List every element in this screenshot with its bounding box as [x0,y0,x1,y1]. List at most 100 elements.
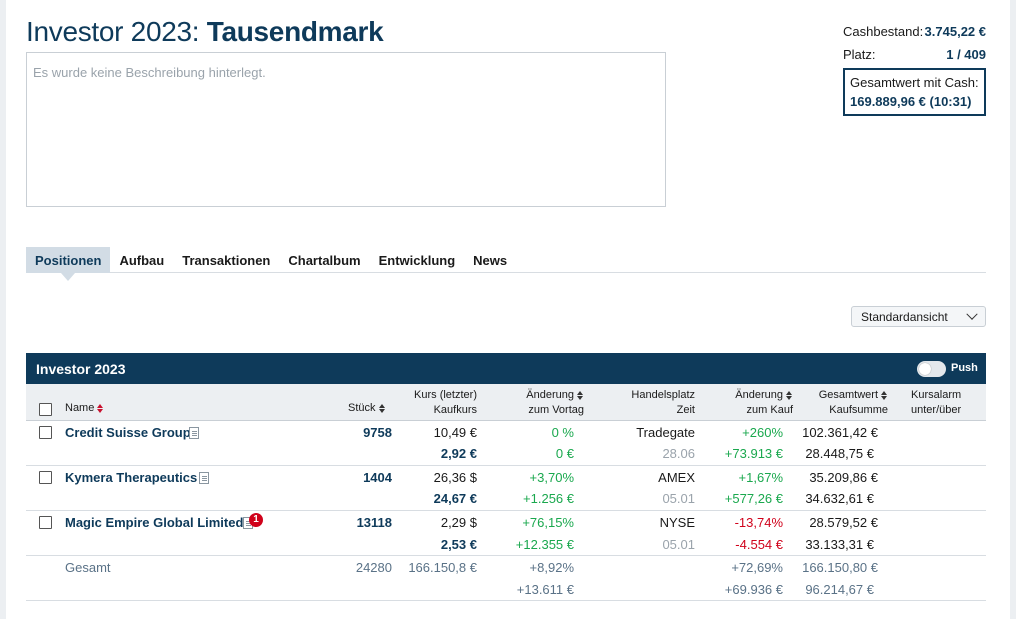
quantity: 9758 [363,425,392,440]
quantity: 13118 [356,515,392,530]
current-price: 26,36 $ [433,470,477,485]
position-name[interactable]: Magic Empire Global Limited [65,515,244,530]
total-value: 169.889,96 € (10:31) [850,94,972,109]
col-total-label-2: Kaufsumme [829,404,888,416]
change-buy-abs: -4.554 € [735,537,783,552]
summary-change-day-abs: +13.611 € [516,582,574,597]
tab-transaktionen[interactable]: Transaktionen [182,253,271,268]
note-icon[interactable] [189,427,199,439]
col-price-label-1: Kurs (letzter) [414,389,477,401]
row-divider [26,510,986,511]
col-change-day-label-2: zum Vortag [528,404,584,416]
summary-change-buy-percent: +72,69% [731,560,783,575]
summary-change-day-percent: +8,92% [529,560,574,575]
col-venue-header: Handelsplatz Zeit [631,388,695,418]
col-price-label-2: Kaufkurs [433,404,477,416]
venue: AMEX [658,470,695,485]
col-change-buy-header[interactable]: Änderung zum Kauf [735,388,793,418]
summary-price: 166.150,8 € [408,560,477,575]
col-change-day-label-1: Änderung [526,389,574,401]
portfolio-panel-header: Investor 2023 Push [26,353,986,384]
position-name[interactable]: Kymera Therapeutics [65,470,198,485]
tab-bar: Positionen Aufbau Transaktionen Chartalb… [26,247,986,281]
col-total-label-1: Gesamtwert [818,389,878,401]
buy-sum: 34.632,61 € [805,491,874,506]
tab-news[interactable]: News [473,253,508,268]
sort-icon [378,403,386,413]
col-qty-header[interactable]: Stück [348,401,386,416]
col-name-header[interactable]: Name [65,401,104,416]
venue: Tradegate [636,425,695,440]
total-value-box: Gesamtwert mit Cash: 169.889,96 € (10:31… [843,68,986,116]
col-total-header[interactable]: Gesamtwert Kaufsumme [819,388,888,418]
venue: NYSE [659,515,695,530]
total-value: 35.209,86 € [809,470,878,485]
sort-icon [786,390,793,400]
col-qty-label: Stück [348,402,376,414]
change-day-percent: +3,70% [529,470,574,485]
buy-sum: 33.133,31 € [805,537,874,552]
change-day-percent: +76,15% [522,515,574,530]
sort-icon [577,390,584,400]
total-value: 28.579,52 € [809,515,878,530]
page-left-border [0,0,6,619]
rank-row: Platz: 1 / 409 [843,43,986,66]
tab-positionen[interactable]: Positionen [26,247,111,281]
view-select-value: Standardansicht [861,309,948,324]
notification-badge[interactable]: 1 [249,513,263,527]
cash-value: 3.745,22 € [924,24,986,39]
col-alarm-label-2: unter/über [911,404,962,416]
sort-icon [97,403,104,413]
row-divider [26,600,986,601]
position-name[interactable]: Credit Suisse Group [65,425,191,440]
chevron-down-icon [966,308,978,320]
change-day-abs: 0 € [555,446,574,461]
change-buy-percent: -13,74% [734,515,783,530]
col-name-label: Name [65,402,95,414]
total-value: 102.361,42 € [802,425,878,440]
col-change-buy-label-1: Änderung [735,389,783,401]
description-text: Es wurde keine Beschreibung hinterlegt. [33,65,266,80]
change-buy-abs: +73.913 € [724,446,783,461]
rank-value[interactable]: 1 / 409 [946,47,986,62]
row-divider [26,465,986,466]
title-prefix: Investor 2023: [26,16,200,47]
panel-title: Investor 2023 [36,361,126,377]
col-alarm-label-1: Kursalarm [911,389,962,401]
view-select[interactable]: Standardansicht [851,306,986,327]
col-venue-label-2: Zeit [676,404,695,416]
title-portfolio-name: Tausendmark [206,16,384,47]
description-box[interactable]: Es wurde keine Beschreibung hinterlegt. [26,52,666,207]
change-day-abs: +1.256 € [523,491,574,506]
push-label: Push [951,362,978,374]
col-price-header: Kurs (letzter) Kaufkurs [414,388,477,418]
quantity: 1404 [363,470,392,485]
change-buy-percent: +1,67% [738,470,783,485]
page-right-border [1010,0,1016,619]
summary-quantity: 24280 [355,560,392,575]
summary-label: Gesamt [65,560,111,575]
row-checkbox[interactable] [39,471,52,484]
current-price: 10,49 € [433,425,477,440]
col-change-buy-label-2: zum Kauf [746,404,793,416]
buy-price: 2,92 € [440,446,477,461]
cash-row: Cashbestand: 3.745,22 € [843,20,986,43]
tab-chartalbum[interactable]: Chartalbum [288,253,361,268]
summary-buy-sum: 96.214,67 € [805,582,874,597]
current-price: 2,29 $ [440,515,477,530]
page-title: Investor 2023: Tausendmark [26,16,384,48]
col-change-day-header[interactable]: Änderung zum Vortag [526,388,584,418]
push-toggle[interactable] [917,361,946,377]
row-checkbox[interactable] [39,516,52,529]
change-buy-abs: +577,26 € [724,491,783,506]
row-checkbox[interactable] [39,426,52,439]
change-buy-percent: +260% [742,425,783,440]
tab-aufbau[interactable]: Aufbau [119,253,165,268]
tab-entwicklung[interactable]: Entwicklung [378,253,456,268]
note-icon[interactable] [199,472,209,484]
select-all-checkbox[interactable] [39,403,52,416]
toggle-knob [919,363,931,375]
buy-price: 24,67 € [433,491,477,506]
buy-sum: 28.448,75 € [805,446,874,461]
quote-time: 05.01 [662,537,695,552]
